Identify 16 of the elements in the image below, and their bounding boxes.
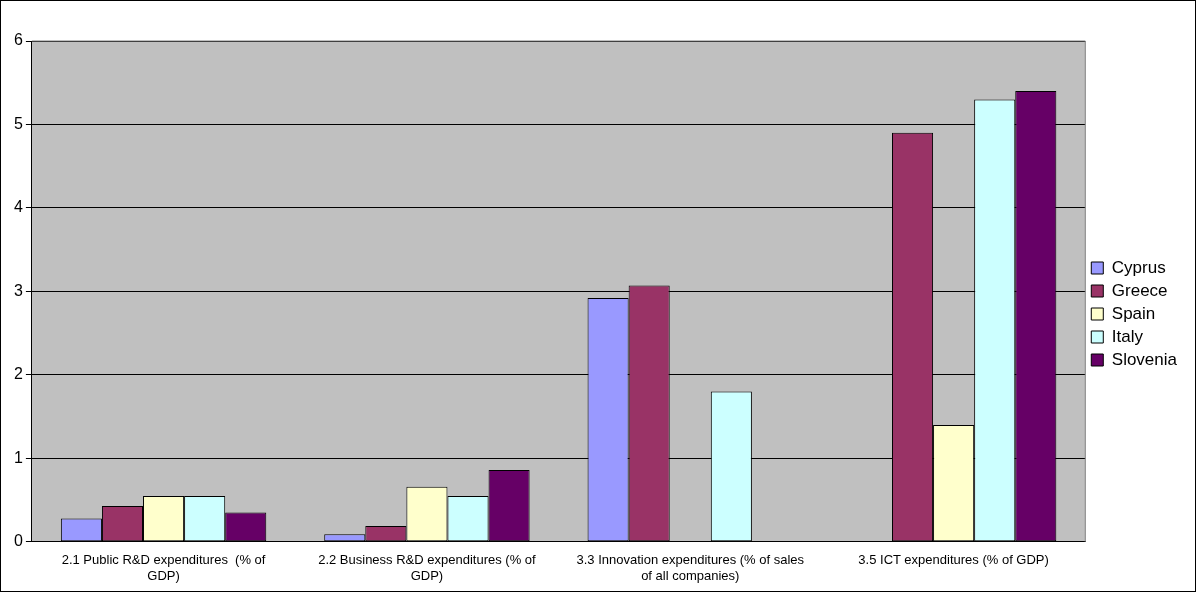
legend-label: Italy xyxy=(1111,326,1144,346)
x-tick-label: 2.1 Public R&D expenditures (% of GDP) xyxy=(61,552,266,583)
legend-label: Greece xyxy=(1111,280,1168,300)
legend-label: Slovenia xyxy=(1111,349,1178,369)
y-tick-label: 3 xyxy=(13,281,23,299)
y-tick-label: 0 xyxy=(13,532,23,550)
x-tick-label: 3.5 ICT expenditures (% of GDP) xyxy=(858,552,1049,568)
x-tick-label: 2.2 Business R&D expenditures (% of GDP) xyxy=(318,552,537,583)
legend-label: Cyprus xyxy=(1111,257,1166,277)
y-tick-label: 1 xyxy=(13,448,23,466)
legend-label: Spain xyxy=(1111,303,1156,323)
y-tick-label: 5 xyxy=(13,114,23,132)
x-tick-label: 3.3 Innovation expenditures (% of sales of all companies) xyxy=(576,552,805,583)
y-tick-label: 6 xyxy=(13,31,23,49)
y-tick-label: 2 xyxy=(13,365,23,383)
y-tick-label: 4 xyxy=(13,198,23,216)
